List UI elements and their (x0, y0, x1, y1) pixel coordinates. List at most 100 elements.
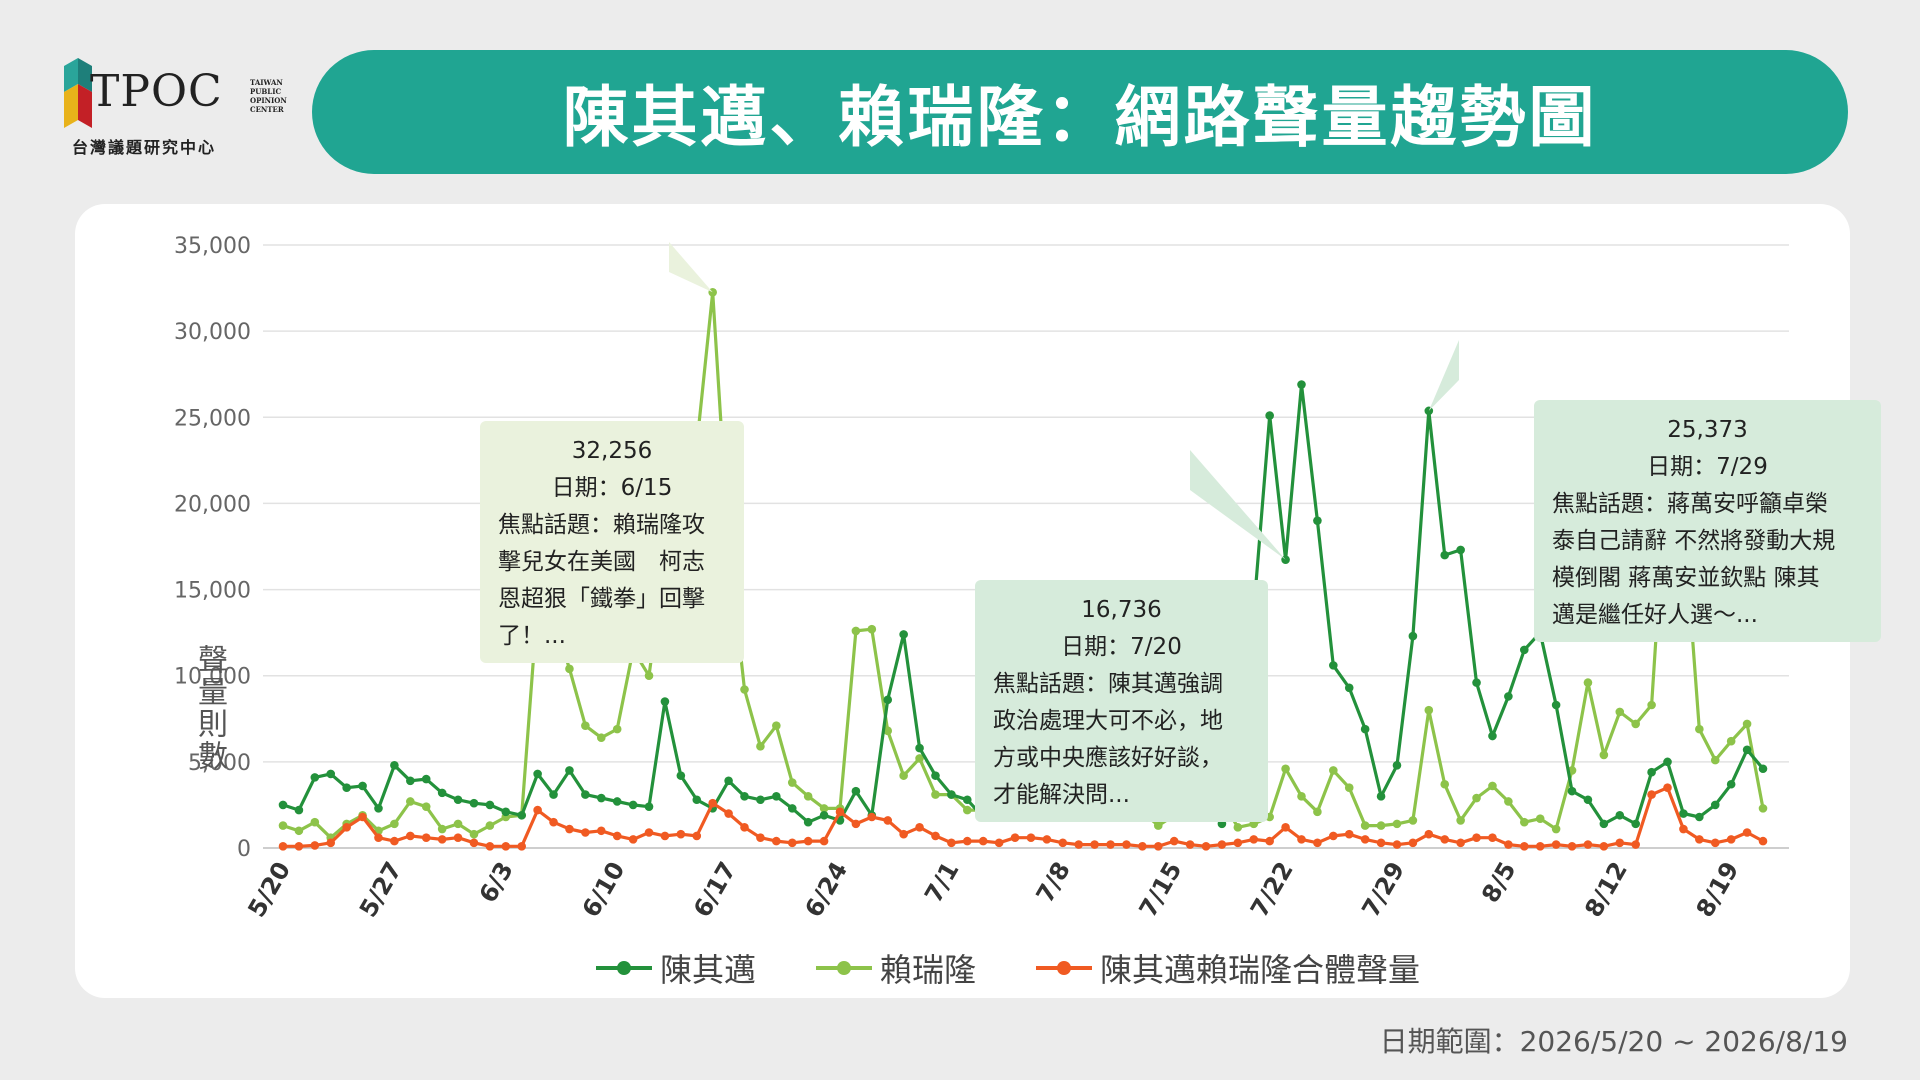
data-point (1360, 835, 1370, 844)
logo-org-name: 台灣議題研究中心 (72, 138, 217, 157)
data-point (1615, 707, 1625, 717)
data-point (1631, 819, 1640, 829)
data-point (851, 819, 861, 829)
callout-topic-line: 焦點話題：陳其邁強調 (993, 671, 1223, 697)
data-point (1344, 829, 1354, 839)
data-point (390, 761, 399, 770)
data-point (612, 797, 622, 806)
data-point (1551, 840, 1561, 849)
logo-sub: TAIWAN PUBLIC OPINION CENTER (250, 78, 287, 114)
callout-topic-line: 才能解決問... (993, 782, 1130, 808)
data-point (1265, 411, 1274, 420)
y-axis-label: 聲量則數 (192, 644, 227, 772)
callout-topic-line: 政治處理大可不必，地 (993, 708, 1223, 734)
x-tick-label: 5/20 (243, 857, 297, 922)
data-point (1376, 792, 1386, 801)
data-point (915, 743, 924, 753)
data-point (533, 805, 542, 815)
data-point (1710, 800, 1720, 810)
y-tick-label: 10,000 (174, 665, 251, 690)
callout-tail (1190, 450, 1286, 560)
data-point (1424, 406, 1434, 416)
data-point (867, 624, 877, 634)
data-point (1042, 835, 1052, 844)
data-point (1090, 840, 1099, 849)
data-point (1456, 816, 1465, 825)
data-point (1695, 724, 1704, 734)
tpoc-logo: TPOC TAIWAN PUBLIC OPINION CENTER 台灣議題研究… (60, 50, 290, 160)
callout-topic-line: 恩超狠「鐵拳」回擊 (498, 586, 705, 612)
data-point (1424, 829, 1434, 839)
data-point (517, 841, 527, 851)
legend-item-lai: 賴瑞隆 (816, 945, 976, 991)
data-point (1504, 797, 1513, 806)
data-point (1344, 683, 1354, 693)
data-point (501, 807, 511, 817)
data-point (1392, 761, 1402, 770)
data-point (947, 790, 956, 799)
x-tick-label: 8/12 (1579, 857, 1633, 922)
y-tick-label: 20,000 (174, 492, 251, 517)
data-point (533, 769, 542, 779)
data-point (358, 781, 367, 791)
data-point (1026, 833, 1036, 842)
data-point (1551, 824, 1561, 834)
data-point (756, 742, 765, 751)
tpoc-logo-mark (64, 58, 92, 128)
callout-date: 日期：6/15 (551, 475, 673, 501)
data-point (628, 800, 638, 810)
data-point (867, 812, 877, 822)
data-point (1281, 764, 1290, 774)
data-point (1408, 838, 1418, 848)
data-point (1376, 821, 1386, 830)
data-point (644, 671, 654, 681)
data-point (1710, 838, 1720, 848)
data-point (1313, 838, 1322, 848)
data-point (1440, 779, 1450, 789)
data-point (1329, 661, 1338, 670)
data-point (1297, 792, 1306, 801)
callout-topic-line: 焦點話題：蔣萬安呼籲卓榮 (1552, 491, 1828, 517)
data-point (1567, 786, 1577, 796)
data-point (1201, 841, 1211, 851)
data-point (1456, 545, 1465, 555)
data-point (406, 797, 415, 806)
data-point (1504, 840, 1513, 849)
data-point (1424, 705, 1434, 715)
callout-date: 日期：7/29 (1647, 454, 1768, 480)
data-point (644, 802, 654, 811)
data-point (565, 664, 574, 674)
data-point (803, 836, 813, 846)
y-tick-label: 15,000 (174, 579, 251, 604)
data-point (1456, 838, 1465, 848)
data-point (294, 805, 304, 815)
data-point (469, 798, 479, 808)
data-point (1392, 819, 1402, 829)
data-point (294, 826, 304, 836)
data-point (1551, 700, 1561, 710)
data-point (1726, 736, 1736, 746)
data-point (1074, 840, 1083, 849)
data-point (787, 838, 797, 848)
data-point (963, 836, 972, 846)
data-point (1297, 835, 1306, 844)
data-point (1647, 790, 1656, 799)
data-point (406, 831, 415, 841)
callout-peak-chen-1: 16,736 日期：7/20 焦點話題：陳其邁強調 政治處理大可不必，地 方或中… (975, 580, 1268, 822)
data-point (1567, 841, 1577, 851)
data-point (453, 833, 463, 842)
data-point (1583, 840, 1593, 849)
callout-topic-line: 焦點話題：賴瑞隆攻 (498, 512, 705, 538)
data-point (1742, 828, 1752, 837)
data-point (485, 841, 495, 851)
data-point (437, 824, 447, 834)
data-point (1265, 836, 1274, 846)
data-point (1360, 821, 1370, 830)
x-tick-label: 7/8 (1031, 857, 1076, 908)
x-tick-label: 6/3 (474, 857, 519, 908)
legend-label: 陳其邁 (660, 951, 757, 989)
data-point (1058, 838, 1068, 848)
callout-tail (1428, 340, 1459, 411)
data-point (1313, 516, 1322, 525)
data-point (1472, 833, 1481, 842)
